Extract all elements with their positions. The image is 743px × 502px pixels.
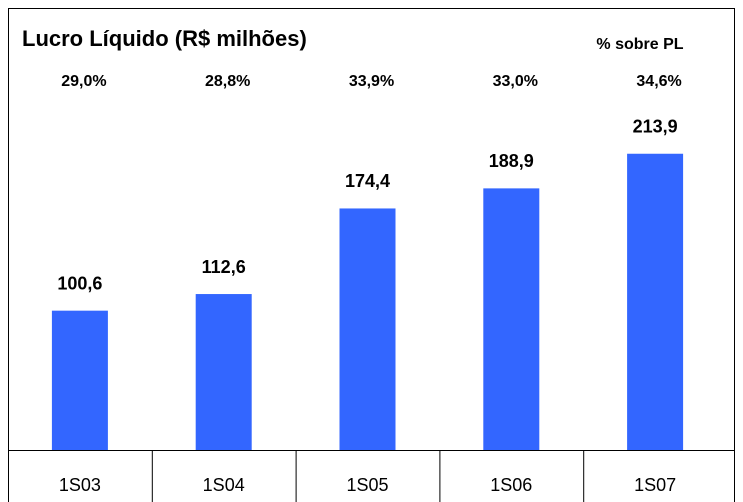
data-label: 112,6: [202, 257, 246, 277]
bar: [483, 188, 540, 450]
annotation-title: % sobre PL: [596, 36, 683, 53]
data-label: 174,4: [345, 171, 390, 191]
annotation: 28,8%: [205, 73, 250, 90]
bar: [195, 294, 252, 450]
annotation: 33,0%: [493, 73, 538, 90]
bar: [627, 153, 684, 450]
x-tick-label: 1S03: [59, 475, 101, 495]
x-tick-label: 1S06: [490, 475, 532, 495]
x-tick-label: 1S05: [346, 475, 388, 495]
data-label: 213,9: [633, 116, 678, 136]
annotation: 29,0%: [61, 73, 106, 90]
annotation: 33,9%: [349, 73, 394, 90]
bar: [339, 208, 396, 450]
data-label: 100,6: [57, 273, 102, 293]
x-tick-label: 1S07: [634, 475, 676, 495]
annotation: 34,6%: [636, 73, 681, 90]
x-tick-label: 1S04: [203, 475, 245, 495]
data-label: 188,9: [489, 151, 534, 171]
bar: [51, 310, 108, 450]
chart-title: Lucro Líquido (R$ milhões): [22, 26, 307, 51]
